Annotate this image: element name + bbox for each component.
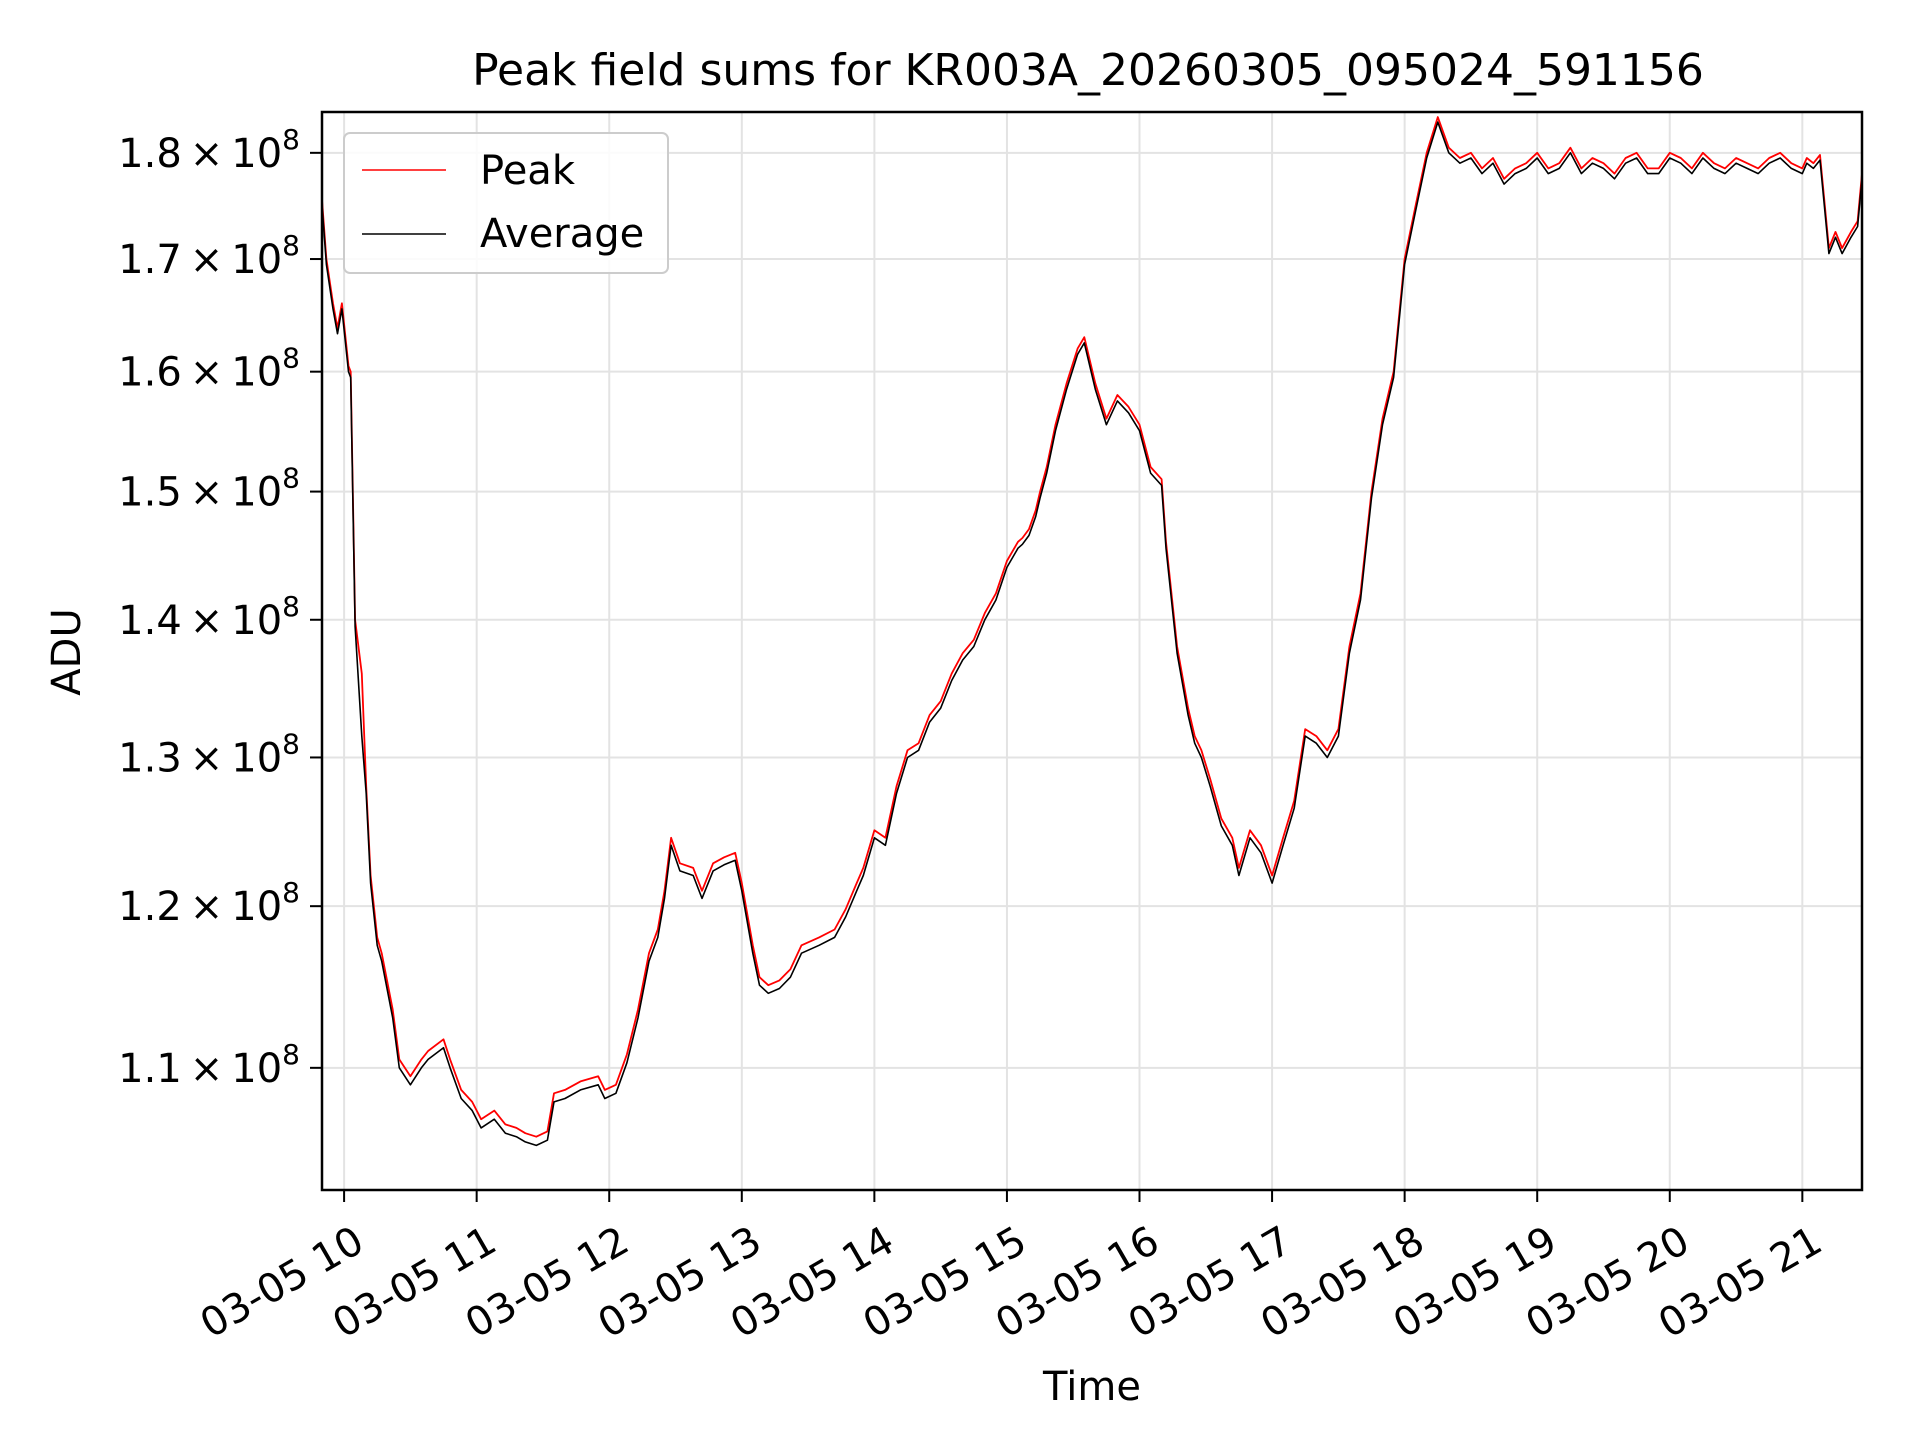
legend-label-average: Average bbox=[480, 211, 644, 257]
legend-box bbox=[343, 132, 669, 274]
legend: Peak Average bbox=[343, 132, 669, 274]
y-axis-label: ADU bbox=[44, 608, 90, 695]
y-tick-label: 1.7 × 108 bbox=[118, 229, 300, 283]
y-tick-label: 1.6 × 108 bbox=[118, 342, 300, 396]
y-tick-label: 1.5 × 108 bbox=[118, 462, 300, 516]
series-line-average bbox=[321, 121, 1863, 1147]
y-axis-ticks: 1.1 × 108 1.2 × 108 1.3 × 108 1.4 × 108 1.5 … bbox=[118, 123, 322, 1092]
y-tick-label: 1.2 × 108 bbox=[118, 876, 300, 930]
series-line-peak bbox=[321, 116, 1863, 1138]
legend-label-peak: Peak bbox=[480, 148, 576, 194]
y-tick-label: 1.4 × 108 bbox=[118, 590, 300, 644]
y-tick-label: 1.1 × 108 bbox=[118, 1038, 300, 1092]
x-axis-label: Time bbox=[1042, 1364, 1141, 1410]
y-tick-label: 1.3 × 108 bbox=[118, 727, 300, 781]
series-layer bbox=[321, 116, 1863, 1147]
chart-title: Peak field sums for KR003A_20260305_0950… bbox=[472, 45, 1704, 96]
plot-area-frame bbox=[320, 110, 1864, 1192]
y-tick-label: 1.8 × 108 bbox=[118, 123, 300, 177]
